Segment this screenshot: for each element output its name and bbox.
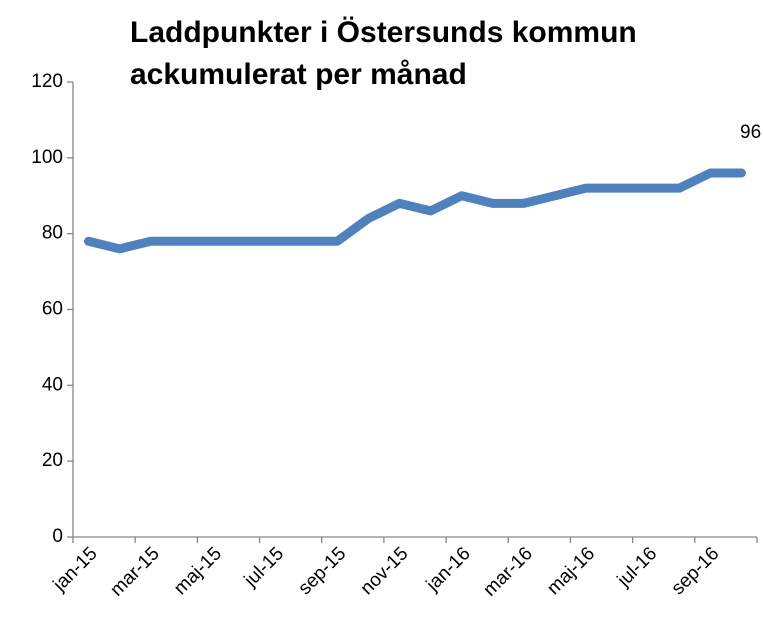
x-tick-label: sep-16	[668, 543, 724, 599]
series-line	[84, 168, 746, 254]
y-tick-label: 100	[31, 147, 63, 168]
x-tick-label: jan-15	[49, 543, 102, 596]
x-tick-label: mar-15	[106, 543, 163, 600]
y-tick-label: 120	[31, 71, 63, 92]
y-tick-label: 20	[42, 450, 63, 471]
x-tick-label: mar-16	[479, 543, 536, 600]
x-tick-label: jul-15	[240, 543, 288, 591]
x-tick-label: jul-16	[613, 543, 661, 591]
x-tick-label: nov-15	[357, 543, 413, 599]
y-tick-label: 40	[42, 374, 63, 395]
chart-title: ackumulerat per månad	[130, 58, 467, 91]
y-tick-label: 80	[42, 223, 63, 244]
y-tick-label: 60	[42, 299, 63, 320]
x-tick-label: sep-15	[294, 543, 350, 599]
data-label: 96	[740, 122, 761, 143]
y-tick-label: 0	[52, 526, 63, 547]
x-tick-label: jan-16	[422, 543, 475, 596]
chart-title: Laddpunkter i Östersunds kommun	[130, 16, 637, 49]
x-tick-label: maj-15	[170, 543, 226, 599]
x-tick-label: maj-16	[543, 543, 599, 599]
